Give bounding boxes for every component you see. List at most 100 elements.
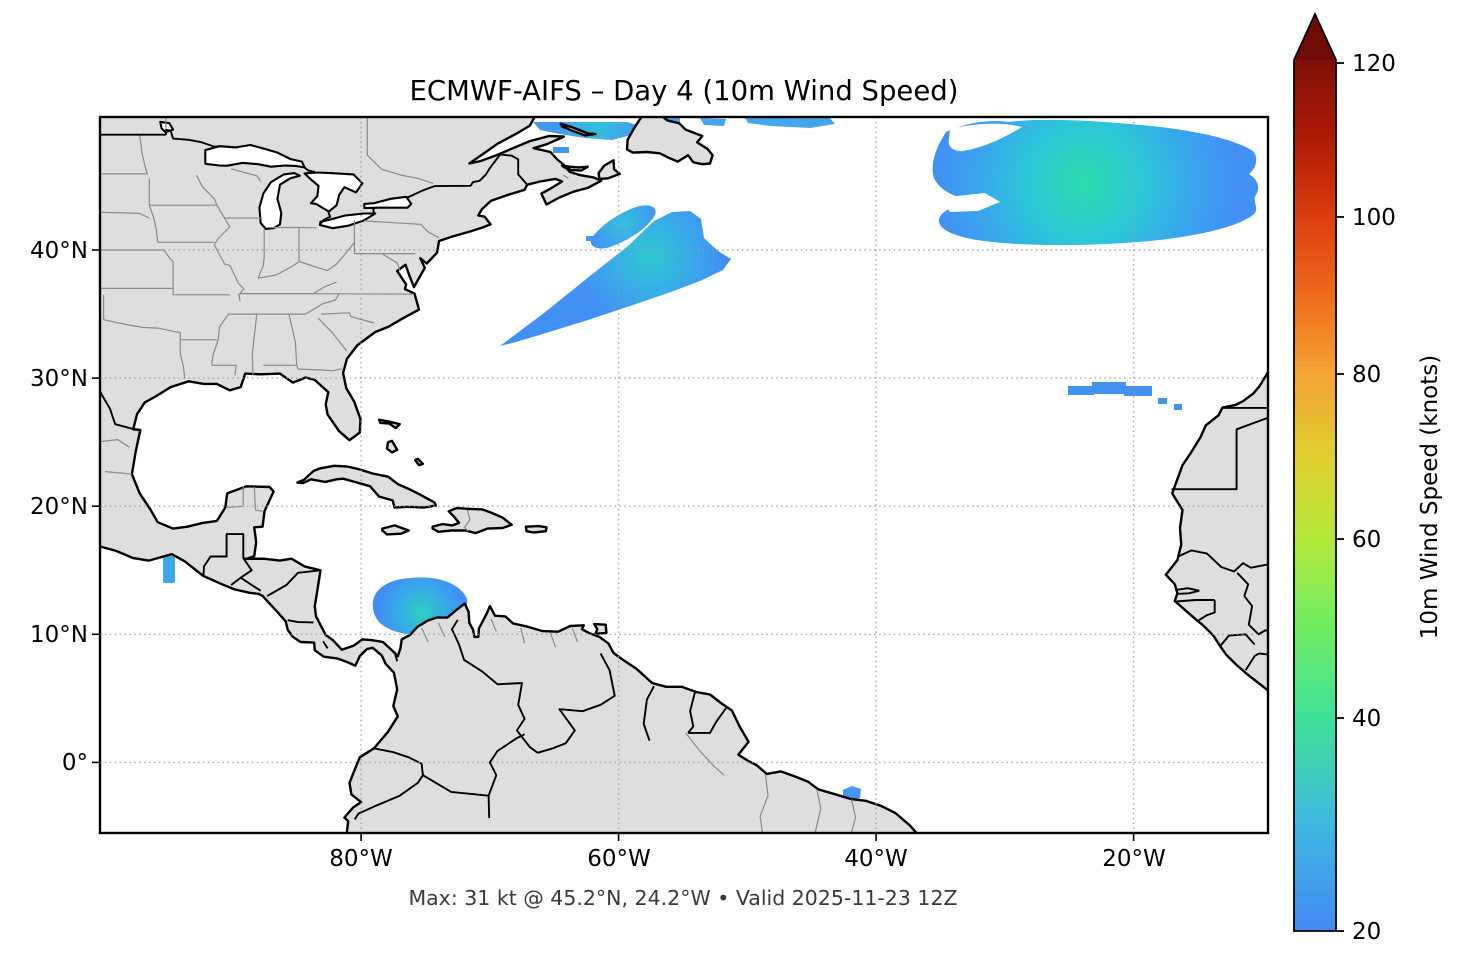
country-border-16 bbox=[642, 685, 655, 741]
wind-patch-north-atlantic-notch bbox=[948, 123, 1022, 152]
landmass-8 bbox=[524, 524, 548, 534]
country-border-20 bbox=[422, 774, 491, 819]
wind-dash-canary-1 bbox=[1068, 386, 1094, 395]
state-border-5 bbox=[148, 205, 159, 243]
country-border-18 bbox=[688, 707, 727, 734]
state-border-24 bbox=[321, 312, 375, 324]
colorbar-axis-label: 10m Wind Speed (knots) bbox=[1417, 355, 1443, 639]
country-border-28 bbox=[1176, 589, 1200, 595]
land-layer bbox=[100, 117, 1268, 833]
colorbar-gradient bbox=[1294, 60, 1336, 931]
wind-speck-canary-4 bbox=[1158, 398, 1167, 404]
y-tick-10n: 10°N bbox=[30, 622, 88, 648]
country-border-2 bbox=[303, 166, 315, 173]
country-border-10 bbox=[266, 569, 321, 597]
state-border-44 bbox=[104, 471, 132, 475]
state-border-51 bbox=[571, 627, 578, 643]
state-border-47 bbox=[464, 509, 471, 532]
wind-strip-top-edge bbox=[745, 118, 835, 128]
landmass-13 bbox=[1164, 369, 1268, 693]
x-tick-20w: 20°W bbox=[1102, 846, 1166, 872]
lake-3 bbox=[318, 212, 377, 230]
country-border-22 bbox=[373, 747, 424, 776]
state-border-35 bbox=[364, 220, 430, 234]
country-border-1 bbox=[165, 129, 239, 149]
cbar-tick-20: 20 bbox=[1352, 919, 1381, 945]
wind-patch-gulf-stream bbox=[500, 211, 731, 346]
state-border-57 bbox=[685, 732, 725, 776]
country-border-17 bbox=[687, 691, 697, 734]
lakes-layer bbox=[159, 120, 413, 230]
state-border-42 bbox=[562, 174, 569, 179]
wind-dash-tehuantepec bbox=[163, 556, 175, 583]
country-border-14 bbox=[450, 619, 539, 754]
y-tick-30n: 30°N bbox=[30, 366, 88, 392]
country-border-34 bbox=[1258, 652, 1268, 656]
wind-patch-north-atlantic bbox=[932, 119, 1259, 246]
country-border-15 bbox=[537, 653, 616, 754]
wind-speed-layer bbox=[163, 118, 1259, 801]
state-border-39 bbox=[382, 253, 401, 271]
country-border-19 bbox=[353, 774, 424, 820]
landmass-10 bbox=[385, 439, 399, 454]
state-border-55 bbox=[814, 789, 822, 833]
country-border-12 bbox=[322, 640, 329, 649]
landmass-11 bbox=[414, 457, 425, 467]
country-border-27 bbox=[1175, 587, 1200, 592]
colorbar: 120 100 80 60 40 20 10m Wind Speed (knot… bbox=[1293, 11, 1443, 945]
landmass-2 bbox=[597, 159, 622, 181]
x-tick-80w: 80°W bbox=[329, 846, 393, 872]
country-border-29 bbox=[1176, 599, 1215, 603]
caption: Max: 31 kt @ 45.2°N, 24.2°W • Valid 2025… bbox=[408, 886, 957, 910]
axis-ticks bbox=[92, 249, 1135, 841]
state-border-28 bbox=[257, 228, 265, 279]
state-border-27 bbox=[257, 241, 355, 279]
landmass-12 bbox=[592, 622, 608, 635]
country-border-5 bbox=[407, 153, 528, 199]
state-border-48 bbox=[490, 618, 497, 632]
country-border-11 bbox=[287, 619, 314, 624]
wind-dash-canary-3 bbox=[1124, 386, 1152, 396]
state-border-54 bbox=[759, 774, 769, 833]
wind-patch-small-oval bbox=[590, 205, 656, 249]
state-border-38 bbox=[429, 232, 440, 239]
country-border-4 bbox=[372, 207, 376, 214]
y-tick-20n: 20°N bbox=[30, 494, 88, 520]
cbar-tick-120: 120 bbox=[1352, 51, 1396, 77]
state-border-22 bbox=[297, 368, 342, 372]
state-border-8 bbox=[163, 249, 174, 295]
state-border-43 bbox=[100, 439, 130, 448]
country-border-30 bbox=[1197, 600, 1216, 622]
state-border-20 bbox=[288, 313, 299, 370]
landmass-7 bbox=[381, 524, 410, 536]
colorbar-extend-arrow bbox=[1294, 14, 1336, 60]
state-border-34 bbox=[230, 168, 262, 182]
wind-patch-st-lawrence bbox=[533, 122, 640, 140]
cbar-tick-60: 60 bbox=[1352, 527, 1381, 553]
landmass-1 bbox=[625, 117, 714, 166]
country-border-7 bbox=[202, 533, 247, 577]
lake-2 bbox=[303, 171, 364, 213]
state-border-23 bbox=[317, 317, 348, 352]
country-borders-layer bbox=[100, 129, 1268, 820]
country-border-6 bbox=[100, 389, 141, 431]
lake-4 bbox=[363, 195, 413, 210]
wind-dash-st-lawrence bbox=[553, 147, 569, 153]
country-border-13 bbox=[393, 651, 399, 662]
colorbar-outline bbox=[1293, 11, 1337, 932]
x-tick-40w: 40°W bbox=[844, 846, 908, 872]
state-border-56 bbox=[850, 799, 857, 833]
state-border-33 bbox=[195, 174, 218, 206]
colorbar-tick-marks bbox=[1336, 62, 1344, 932]
landmass-0 bbox=[100, 117, 919, 833]
landmass-9 bbox=[377, 418, 401, 430]
colorbar-tick-labels: 120 100 80 60 40 20 bbox=[1352, 51, 1396, 945]
state-border-12 bbox=[172, 330, 186, 379]
landmass-6 bbox=[431, 506, 513, 535]
state-border-18 bbox=[313, 293, 414, 295]
cbar-tick-80: 80 bbox=[1352, 362, 1381, 388]
state-border-10 bbox=[103, 294, 174, 332]
wind-speck-oval-tail bbox=[586, 236, 593, 241]
x-tick-60w: 60°W bbox=[587, 846, 651, 872]
landmass-5 bbox=[296, 464, 437, 509]
